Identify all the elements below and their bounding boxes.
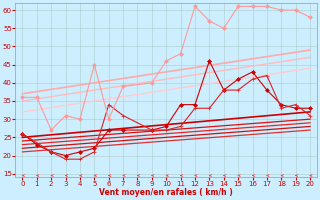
X-axis label: Vent moyen/en rafales ( km/h ): Vent moyen/en rafales ( km/h )	[100, 188, 233, 197]
